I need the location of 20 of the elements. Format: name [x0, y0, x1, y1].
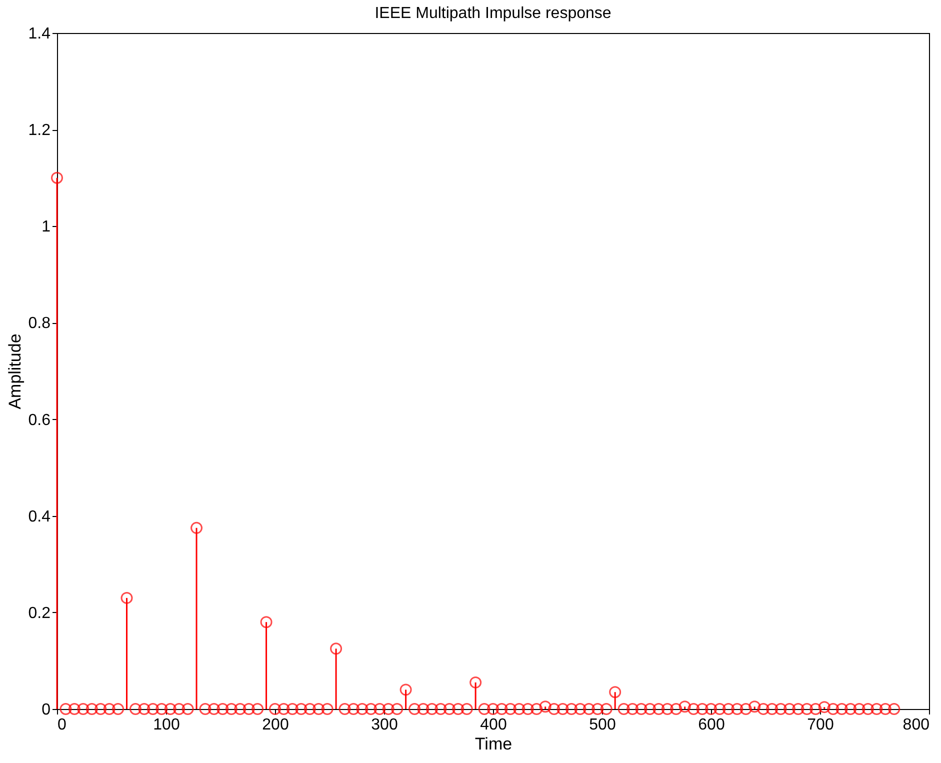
y-tick-label: 1.4 — [28, 26, 51, 42]
chart-title: IEEE Multipath Impulse response — [374, 5, 612, 22]
x-tick-label: 800 — [902, 716, 930, 734]
x-tick-label: 400 — [480, 716, 507, 734]
y-tick-label: 0.4 — [28, 508, 51, 526]
y-tick-label: 0 — [42, 702, 51, 718]
y-axis-title: Amplitude — [5, 334, 24, 410]
x-tick-label: 300 — [371, 716, 398, 734]
y-tick-label: 1.2 — [28, 122, 51, 140]
x-tick-label: 200 — [262, 716, 289, 734]
x-axis-title: Time — [474, 734, 512, 754]
x-tick-label: 100 — [153, 716, 180, 734]
y-tick-label: 0.8 — [28, 315, 51, 332]
x-tick-label: 700 — [807, 716, 834, 734]
y-tick-label: 0.2 — [28, 604, 51, 622]
y-tick-label: 0.6 — [28, 412, 51, 429]
y-tick-label: 1 — [42, 218, 51, 236]
x-tick-label: 0 — [58, 716, 66, 734]
x-tick-label: 500 — [589, 716, 616, 734]
x-tick-label: 600 — [698, 716, 725, 734]
